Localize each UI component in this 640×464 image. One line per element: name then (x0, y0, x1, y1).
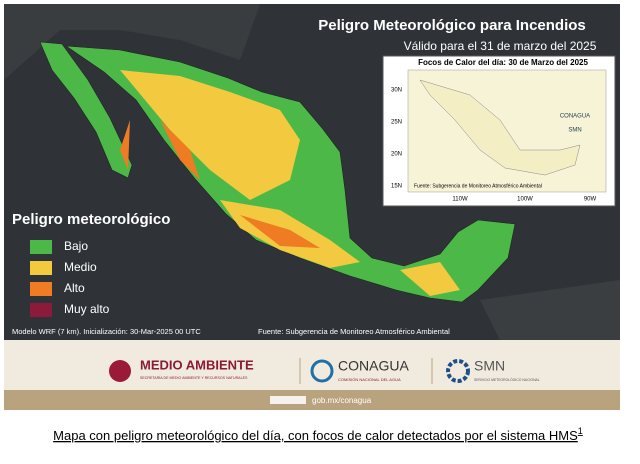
map-baja (39, 41, 133, 179)
social-icons (270, 396, 306, 404)
legend-label: Muy alto (64, 302, 110, 316)
inset-source: Fuente: Subgerencia de Monitoreo Atmosfé… (414, 183, 542, 189)
inset-lon-label: 90W (584, 197, 597, 203)
social-bar (4, 390, 620, 410)
legend-swatch (30, 303, 52, 317)
conagua-logo: CONAGUA (338, 358, 409, 374)
logo-band (4, 340, 620, 390)
inset-lat-axis: 30N 25N 20N 15N (391, 88, 402, 190)
legend: Bajo Medio Alto Muy alto (30, 239, 110, 317)
map-subtitle: Válido para el 31 de marzo del 2025 (404, 39, 597, 53)
inset-lon-axis: 110W 100W 90W (452, 197, 596, 203)
legend-swatch (30, 261, 52, 275)
conagua-emblem (310, 359, 334, 383)
inset-lat-label: 30N (391, 88, 402, 94)
inset-lat-label: 15N (391, 184, 402, 190)
model-note: Modelo WRF (7 km). Inicialización: 30-Ma… (12, 327, 201, 336)
inset-lon-label: 100W (517, 197, 533, 203)
semarnat-subtitle: SECRETARÍA DE MEDIO AMBIENTE Y RECURSOS … (140, 376, 248, 380)
map-zone-medio (120, 70, 300, 200)
url: gob.mx/conagua (312, 396, 372, 405)
inset-logo: CONAGUA (560, 114, 590, 120)
inset-lat-label: 25N (391, 120, 402, 126)
source-note: Fuente: Subgerencia de Monitoreo Atmosfé… (258, 327, 450, 336)
map-zone-medio (400, 262, 460, 296)
legend-label: Alto (64, 281, 85, 295)
land-us (4, 4, 260, 80)
legend-swatch (30, 282, 52, 296)
semarnat-logo: MEDIO AMBIENTE (140, 357, 254, 372)
caption-text: Mapa con peligro meteorológico del día, … (53, 428, 578, 443)
inset-title: Focos de Calor del día: 30 de Marzo del … (418, 58, 588, 67)
inset-country (419, 79, 581, 176)
caption-footnote: 1 (578, 426, 583, 436)
inset-lat-label: 20N (391, 152, 402, 158)
inset-logo: SMN (568, 128, 581, 134)
land-central-america (480, 280, 620, 340)
caption: Mapa con peligro meteorológico del día, … (53, 426, 583, 443)
smn-emblem (446, 359, 470, 383)
legend-label: Medio (64, 260, 97, 274)
inset-lon-label: 110W (452, 197, 468, 203)
legend-title: Peligro meteorológico (12, 211, 170, 228)
semarnat-emblem (109, 360, 131, 382)
legend-label: Bajo (64, 239, 88, 253)
smn-subtitle: SERVICIO METEOROLÓGICO NACIONAL (474, 377, 540, 382)
conagua-subtitle: COMISIÓN NACIONAL DEL AGUA (338, 377, 401, 382)
smn-logo: SMN (474, 358, 505, 374)
map-title: Peligro Meteorológico para Incendios (318, 17, 586, 34)
legend-swatch (30, 240, 52, 254)
